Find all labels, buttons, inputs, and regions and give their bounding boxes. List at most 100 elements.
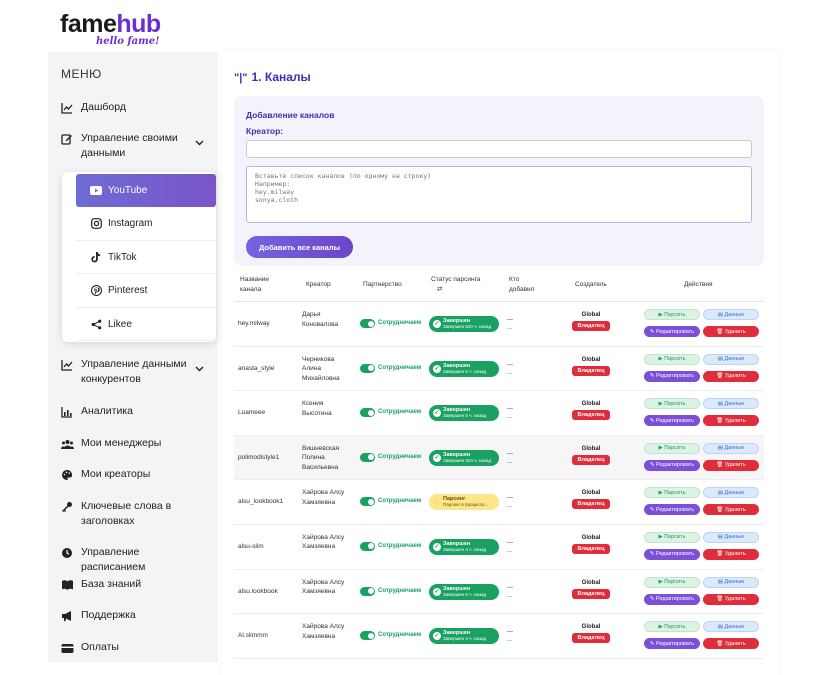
nav-title-keywords[interactable]: Ключевые слова в заголовках xyxy=(60,499,210,529)
check-icon: ✓ xyxy=(433,542,441,551)
delete-button[interactable]: 🗑 Удалить xyxy=(703,326,759,337)
edit-button[interactable]: ✎ Редактировать xyxy=(644,638,700,650)
nav-my-managers[interactable]: Мои менеджеры xyxy=(60,436,210,451)
channel-name[interactable]: alsu-slim xyxy=(238,542,264,550)
nav-schedule[interactable]: Управление расписанием xyxy=(60,545,210,575)
delete-button[interactable]: 🗑 Удалить xyxy=(703,548,759,560)
submenu-tiktok[interactable]: TikTok xyxy=(76,241,216,274)
partnership-toggle[interactable] xyxy=(360,363,375,373)
data-button[interactable]: ▤ Данные xyxy=(703,309,759,320)
data-button[interactable]: ▤ Данные xyxy=(703,442,759,454)
delete-button[interactable]: 🗑 Удалить xyxy=(703,370,759,382)
chevron-down-icon[interactable] xyxy=(195,362,204,377)
owner-badge: Владелец xyxy=(572,365,610,376)
channel-name[interactable]: alsu_lookbook1 xyxy=(238,498,284,506)
nav-dashboard[interactable]: Дашборд xyxy=(60,100,210,115)
sort-icon[interactable]: ⇄ xyxy=(437,286,443,293)
channel-name[interactable]: anasta_style xyxy=(238,364,275,372)
book-icon xyxy=(60,578,74,592)
parse-button[interactable]: ▶ Парсить xyxy=(644,398,700,410)
owner-badge: Владелец xyxy=(572,410,610,421)
nav-support[interactable]: Поддержка xyxy=(60,608,210,623)
data-button[interactable]: ▤ Данные xyxy=(703,487,759,499)
nav-payments[interactable]: Оплаты xyxy=(60,640,210,655)
add-all-channels-button[interactable]: Добавить все каналы xyxy=(246,236,353,258)
parse-button[interactable]: ▶ Парсить xyxy=(644,353,700,365)
channel-name[interactable]: polimodistyle1 xyxy=(238,453,280,461)
edit-button[interactable]: ✎ Редактировать xyxy=(644,459,700,471)
creator-name: Вишневская Полина Васильевна xyxy=(302,444,340,471)
submenu-likee[interactable]: Likee xyxy=(76,308,216,341)
parsing-status-badge: ◌ Парсинг Парсинг в процессе... xyxy=(429,494,499,511)
channel-name[interactable]: Al.slimmm xyxy=(238,632,268,640)
added-dots: ... xyxy=(507,592,513,599)
nav-payments-label: Оплаты xyxy=(81,641,119,653)
table-row: Al.slimmm Хайрова Алсу Хамзяевна Сотруднич… xyxy=(234,614,764,659)
owner-badge: Владелец xyxy=(572,499,610,510)
table-row: hey.milway Дарья Коновалова Сотрудничаем ✓ З… xyxy=(234,302,764,347)
submenu-youtube[interactable]: YouTube xyxy=(76,174,216,207)
nav-knowledge-base[interactable]: База знаний xyxy=(60,577,210,592)
partnership-toggle[interactable] xyxy=(360,408,375,418)
status-main: Завершен xyxy=(443,451,471,458)
edit-button[interactable]: ✎ Редактировать xyxy=(644,370,700,382)
data-button[interactable]: ▤ Данные xyxy=(703,353,759,365)
partnership-toggle[interactable] xyxy=(360,497,375,507)
data-button[interactable]: ▤ Данные xyxy=(703,398,759,410)
partnership-toggle[interactable] xyxy=(360,586,375,596)
submenu-instagram[interactable]: Instagram xyxy=(76,208,216,241)
delete-button[interactable]: 🗑 Удалить xyxy=(703,638,759,650)
added-by-value: —... xyxy=(507,494,513,510)
data-button[interactable]: ▤ Данные xyxy=(703,576,759,588)
parse-button[interactable]: ▶ Парсить xyxy=(644,621,700,633)
channels-table: Название канала Креатор Партнерство Стат… xyxy=(234,270,764,659)
famehub-logo[interactable]: famehub hello fame! xyxy=(60,10,180,50)
partnership-label: Сотрудничаем xyxy=(378,453,422,460)
added-dash: — xyxy=(507,495,513,502)
partnership-toggle[interactable] xyxy=(360,631,375,641)
creator-input[interactable] xyxy=(246,140,752,158)
channels-textarea[interactable]: Вставьте список каналов (по одному на ст… xyxy=(246,166,752,223)
nav-own-data[interactable]: Управление своими данными xyxy=(60,131,210,161)
nav-my-creators[interactable]: Мои креаторы xyxy=(60,467,210,482)
parse-button[interactable]: ▶ Парсить xyxy=(644,442,700,454)
nav-analytics[interactable]: Аналитика xyxy=(60,404,210,419)
edit-button[interactable]: ✎ Редактировать xyxy=(644,548,700,560)
parse-button[interactable]: ▶ Парсить xyxy=(644,487,700,499)
edit-button[interactable]: ✎ Редактировать xyxy=(644,593,700,605)
nav-competitors-data[interactable]: Управление данными конкурентов xyxy=(60,357,210,387)
chevron-down-icon[interactable] xyxy=(195,136,204,151)
added-dots: ... xyxy=(507,325,513,331)
parse-button[interactable]: ▶ Парсить xyxy=(644,576,700,588)
share-icon xyxy=(90,318,102,330)
partnership-toggle[interactable] xyxy=(360,541,375,551)
parsing-status-badge: ✓ Завершен Завершен 5 ч. назад xyxy=(429,360,499,377)
status-main: Завершен xyxy=(443,362,471,369)
partnership-toggle[interactable] xyxy=(360,452,375,462)
menu-title: МЕНЮ xyxy=(61,67,102,81)
status-main: Завершен xyxy=(443,407,471,414)
th-status: Статус парсинга ⇄ xyxy=(431,275,491,295)
main-content: "|" 1. Каналы Добавление каналов Креатор:… xyxy=(222,52,778,675)
channel-name[interactable]: alsu.lookbook xyxy=(238,587,278,595)
card-title: Добавление каналов xyxy=(246,110,335,120)
data-button[interactable]: ▤ Данные xyxy=(703,621,759,633)
data-button[interactable]: ▤ Данные xyxy=(703,531,759,543)
delete-button[interactable]: 🗑 Удалить xyxy=(703,459,759,471)
parse-button[interactable]: ▶ Парсить xyxy=(644,309,700,320)
delete-button[interactable]: 🗑 Удалить xyxy=(703,415,759,427)
status-sub: Завершен 5 ч. назад xyxy=(443,413,487,419)
delete-button[interactable]: 🗑 Удалить xyxy=(703,593,759,605)
delete-button[interactable]: 🗑 Удалить xyxy=(703,504,759,516)
edit-button[interactable]: ✎ Редактировать xyxy=(644,326,700,337)
submenu-pinterest[interactable]: Pinterest xyxy=(76,275,216,308)
edit-button[interactable]: ✎ Редактировать xyxy=(644,415,700,427)
nav-analytics-label: Аналитика xyxy=(81,405,133,417)
partnership-toggle[interactable] xyxy=(360,319,375,328)
channel-name[interactable]: Luameee xyxy=(238,409,266,417)
partnership-label: Сотрудничаем xyxy=(378,409,422,416)
channel-name[interactable]: hey.milway xyxy=(238,320,270,327)
table-body: hey.milway Дарья Коновалова Сотрудничаем ✓ З… xyxy=(234,302,764,659)
edit-button[interactable]: ✎ Редактировать xyxy=(644,504,700,516)
parse-button[interactable]: ▶ Парсить xyxy=(644,531,700,543)
